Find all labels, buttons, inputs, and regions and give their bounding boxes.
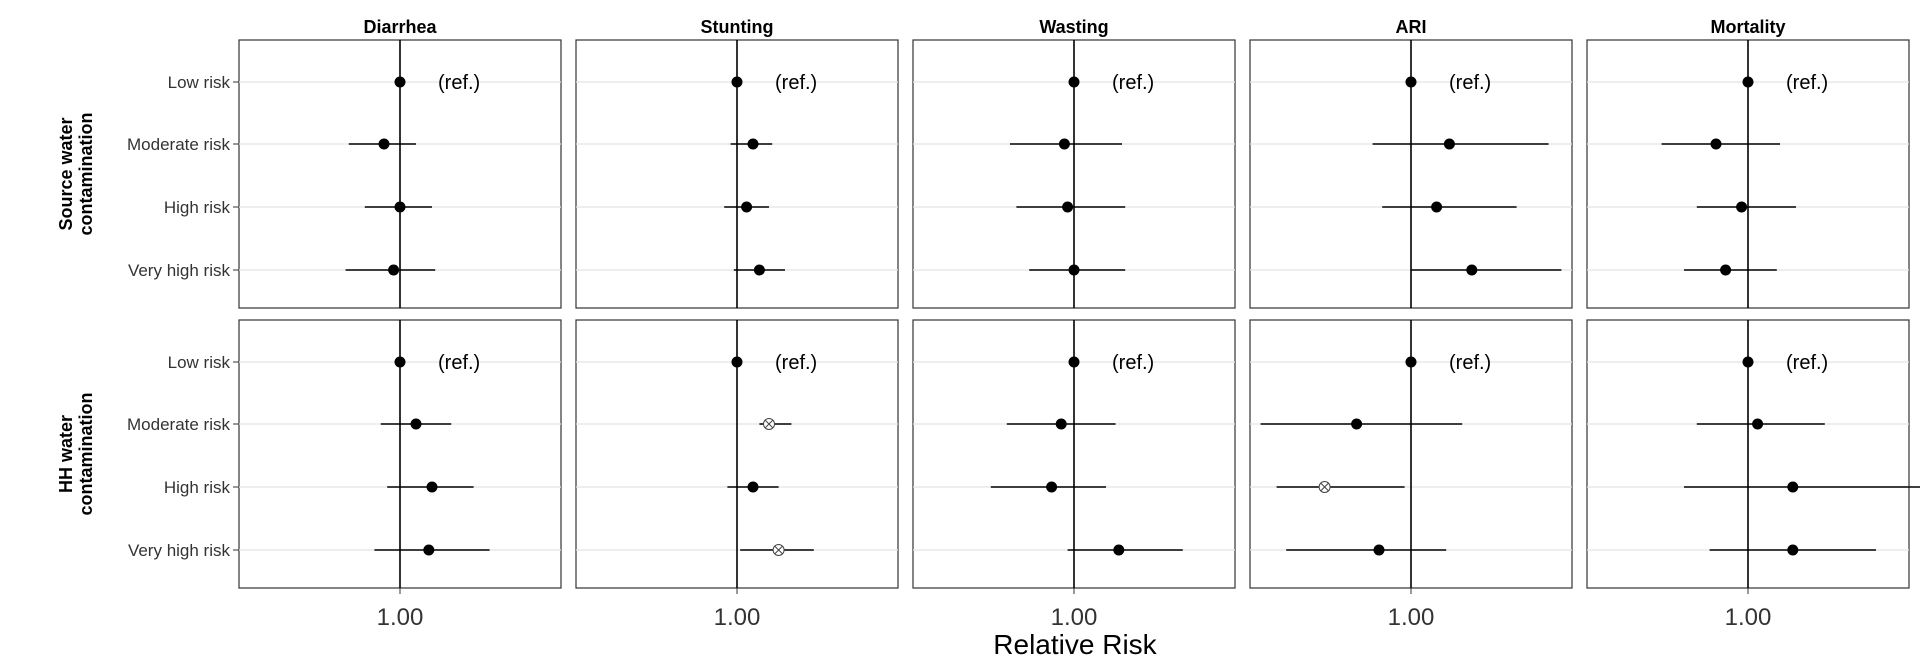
point-estimate	[1058, 138, 1070, 150]
point-estimate	[1431, 201, 1443, 213]
point-reference	[1405, 76, 1417, 88]
point-reference	[1068, 76, 1080, 88]
point-reference	[1405, 356, 1417, 368]
category-label: Moderate risk	[127, 135, 230, 154]
category-label: Very high risk	[128, 261, 231, 280]
ref-label: (ref.)	[1112, 72, 1154, 94]
point-estimate	[378, 138, 390, 150]
point-estimate	[741, 201, 753, 213]
point-estimate	[426, 481, 438, 493]
point-cross	[764, 419, 774, 429]
x-tick-label: 1.00	[1051, 604, 1098, 631]
row-title-line1: Source water	[56, 117, 76, 230]
point-estimate	[1373, 544, 1385, 556]
point-estimate	[1720, 264, 1732, 276]
point-estimate	[1351, 418, 1363, 430]
point-cross	[1320, 482, 1329, 492]
ref-label: (ref.)	[1786, 72, 1828, 94]
point-estimate	[423, 544, 435, 556]
point-estimate	[747, 138, 759, 150]
row-title-line2: contamination	[76, 112, 96, 235]
category-label: Low risk	[168, 73, 231, 92]
x-tick-label: 1.00	[1725, 604, 1772, 631]
ref-label: (ref.)	[438, 352, 480, 374]
category-label: Low risk	[168, 353, 231, 372]
x-tick-label: 1.00	[714, 604, 761, 631]
point-reference	[731, 76, 743, 88]
point-estimate	[1787, 481, 1799, 493]
ref-label: (ref.)	[1449, 352, 1491, 374]
category-label: Moderate risk	[127, 415, 230, 434]
point-estimate	[394, 201, 406, 213]
point-estimate	[753, 264, 765, 276]
point-estimate	[1752, 418, 1764, 430]
point-estimate	[1113, 544, 1125, 556]
point-estimate	[1710, 138, 1722, 150]
point-estimate	[1443, 138, 1455, 150]
facet-title-mortality: Mortality	[1710, 17, 1785, 37]
point-estimate	[1736, 201, 1748, 213]
ref-label: (ref.)	[775, 72, 817, 94]
point-reference	[1068, 356, 1080, 368]
facet-title-ari: ARI	[1396, 17, 1427, 37]
x-tick-label: 1.00	[1388, 604, 1435, 631]
facet-title-diarrhea: Diarrhea	[363, 17, 437, 37]
point-estimate	[1787, 544, 1799, 556]
x-tick-label: 1.00	[377, 604, 424, 631]
point-estimate	[410, 418, 422, 430]
category-label: Very high risk	[128, 541, 231, 560]
point-reference	[1742, 356, 1754, 368]
point-estimate	[1046, 481, 1058, 493]
point-cross	[774, 545, 783, 555]
x-axis-label: Relative Risk	[993, 629, 1157, 660]
point-estimate	[1055, 418, 1067, 430]
point-estimate	[388, 264, 400, 276]
ref-label: (ref.)	[775, 352, 817, 374]
category-label: High risk	[164, 478, 231, 497]
point-reference	[394, 76, 406, 88]
point-reference	[731, 356, 743, 368]
point-estimate	[747, 481, 759, 493]
point-estimate	[1466, 264, 1478, 276]
facet-title-wasting: Wasting	[1039, 17, 1108, 37]
facet-title-stunting: Stunting	[701, 17, 774, 37]
ref-label: (ref.)	[1449, 72, 1491, 94]
ref-label: (ref.)	[1112, 352, 1154, 374]
ref-label: (ref.)	[438, 72, 480, 94]
point-reference	[1742, 76, 1754, 88]
row-title-line1: HH water	[56, 415, 76, 493]
point-estimate	[1068, 264, 1080, 276]
row-title-line2: contamination	[76, 392, 96, 515]
ref-label: (ref.)	[1786, 352, 1828, 374]
point-estimate	[1062, 201, 1074, 213]
point-reference	[394, 356, 406, 368]
category-label: High risk	[164, 198, 231, 217]
